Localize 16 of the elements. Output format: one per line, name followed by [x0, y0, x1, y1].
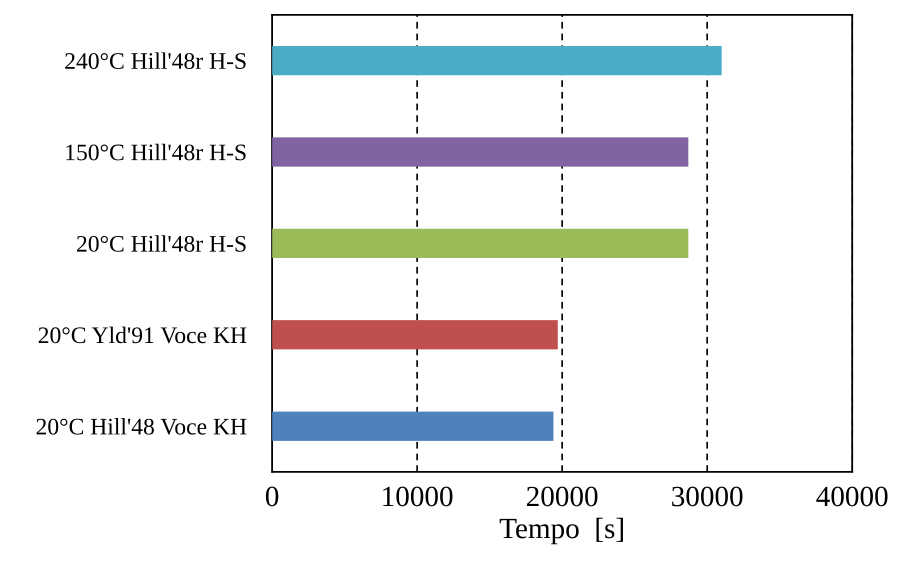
bar — [272, 228, 688, 258]
y-tick-label: 20°C Hill'48r H-S — [77, 235, 246, 252]
y-tick-label: 150°C Hill'48r H-S — [66, 144, 246, 160]
x-axis-title: Tempo [s] — [500, 518, 623, 544]
y-tick-label: 20°C Hill'48 Voce KH — [36, 418, 246, 435]
bar — [272, 137, 688, 167]
x-tick-label: 0 — [266, 486, 278, 506]
x-tick-label: 10000 — [383, 486, 452, 506]
bar — [272, 46, 722, 76]
bar — [272, 412, 554, 441]
bar — [272, 320, 558, 350]
y-tick-label: 240°C Hill'48r H-S — [65, 52, 246, 69]
x-tick-label: 40000 — [816, 486, 888, 506]
x-tick-label: 20000 — [526, 486, 598, 506]
x-tick-label: 30000 — [672, 486, 743, 506]
y-tick-label: 20°C Yld'91 Voce KH — [38, 326, 246, 344]
